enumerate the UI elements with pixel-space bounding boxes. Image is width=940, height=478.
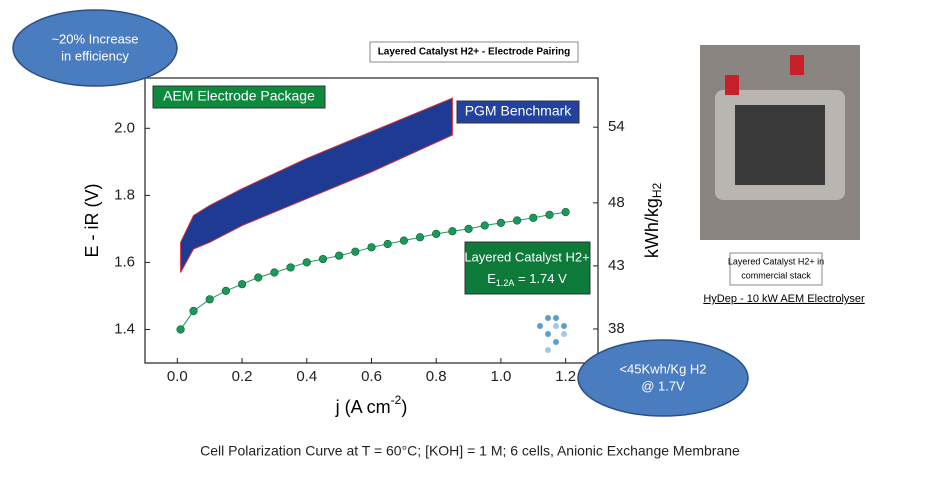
pgm-label: PGM Benchmark [465, 103, 573, 119]
data-point [335, 251, 344, 260]
data-point [399, 236, 408, 245]
x-tick-label: 0.6 [361, 368, 382, 385]
data-point [237, 280, 247, 289]
photo-fitting [725, 75, 739, 95]
band [180, 97, 453, 273]
aem-label-box [152, 85, 326, 109]
oval-text: <45Kwh/Kg H2 [619, 361, 706, 376]
x-label-end: ) [401, 397, 407, 417]
data-point [432, 229, 441, 239]
y2-axis-label: kWh/kgH2 [642, 182, 664, 258]
data-point [464, 224, 473, 233]
photo-core [735, 105, 825, 185]
y2-tick-label: 54 [608, 118, 625, 135]
chart-title: Layered Catalyst H2+ - Electrode Pairing [378, 47, 571, 58]
photo-caption: commercial stack [741, 270, 811, 280]
x-tick-label: 0.8 [426, 368, 447, 385]
x-tick-label: 1.0 [490, 368, 511, 385]
x-axis-label: j (A cm-2) [335, 393, 408, 417]
data-point [176, 325, 185, 334]
photo-caption-box [729, 252, 823, 286]
x-tick-label: 1.2 [555, 368, 576, 385]
data-point [205, 295, 214, 304]
y-tick-label: 2.0 [114, 119, 135, 136]
caption: Cell Polarization Curve at T = 60°C; [KO… [200, 443, 740, 459]
data-point [254, 273, 263, 282]
x-tick-label: 0.4 [296, 368, 317, 385]
x-tick-label: 0.0 [167, 368, 188, 385]
data-point [221, 286, 230, 296]
photo-label: HyDep - 10 kW AEM Electrolyser [703, 293, 865, 305]
result-value: E1.2A = 1.74 V [487, 271, 567, 288]
y-axis-label: E - iR (V) [82, 184, 102, 258]
data-point [448, 227, 457, 236]
e-sub: 1.2A [496, 278, 515, 288]
data-point [513, 216, 522, 225]
result-title: Layered Catalyst H2+ [464, 249, 589, 264]
data-point [302, 258, 311, 267]
e-main: E [487, 271, 496, 286]
data-point [351, 247, 360, 256]
photo-fitting [790, 55, 804, 75]
y-tick-label: 1.6 [114, 253, 135, 270]
data-point [480, 221, 489, 230]
title-box [369, 41, 579, 63]
logo [537, 315, 567, 353]
oval-text: ~20% Increase [51, 31, 138, 46]
y-tick-label: 1.4 [114, 320, 135, 337]
data-point [561, 208, 570, 217]
y2-label-sub: H2 [650, 182, 664, 198]
oval [577, 339, 749, 417]
oval-text: in efficiency [61, 48, 129, 63]
data-point [496, 218, 506, 227]
data-point [286, 263, 295, 272]
oval [12, 9, 178, 87]
aem-label: AEM Electrode Package [163, 88, 315, 104]
photo-caption: Layered Catalyst H2+ in [728, 256, 824, 266]
data-point [545, 210, 554, 219]
data-point [318, 254, 328, 264]
x-tick-label: 0.2 [232, 368, 253, 385]
oval-text: @ 1.7V [641, 378, 685, 393]
y-tick-label: 1.8 [114, 186, 135, 203]
data-point [529, 213, 538, 222]
data-point [189, 306, 198, 316]
x-label-sup: -2 [391, 393, 402, 407]
y2-tick-label: 48 [608, 194, 625, 211]
data-point [270, 268, 279, 277]
y2-tick-label: 38 [608, 320, 625, 337]
data-point [367, 243, 376, 252]
y2-label-text: kWh/kg [642, 198, 662, 258]
data-point [415, 233, 425, 242]
x-label-text: j (A cm [335, 397, 391, 417]
result-box [464, 241, 591, 295]
y2-tick-label: 43 [608, 257, 625, 274]
pgm-label-box [456, 100, 580, 124]
data-point [383, 239, 392, 249]
e-rest: = 1.74 V [514, 271, 567, 286]
